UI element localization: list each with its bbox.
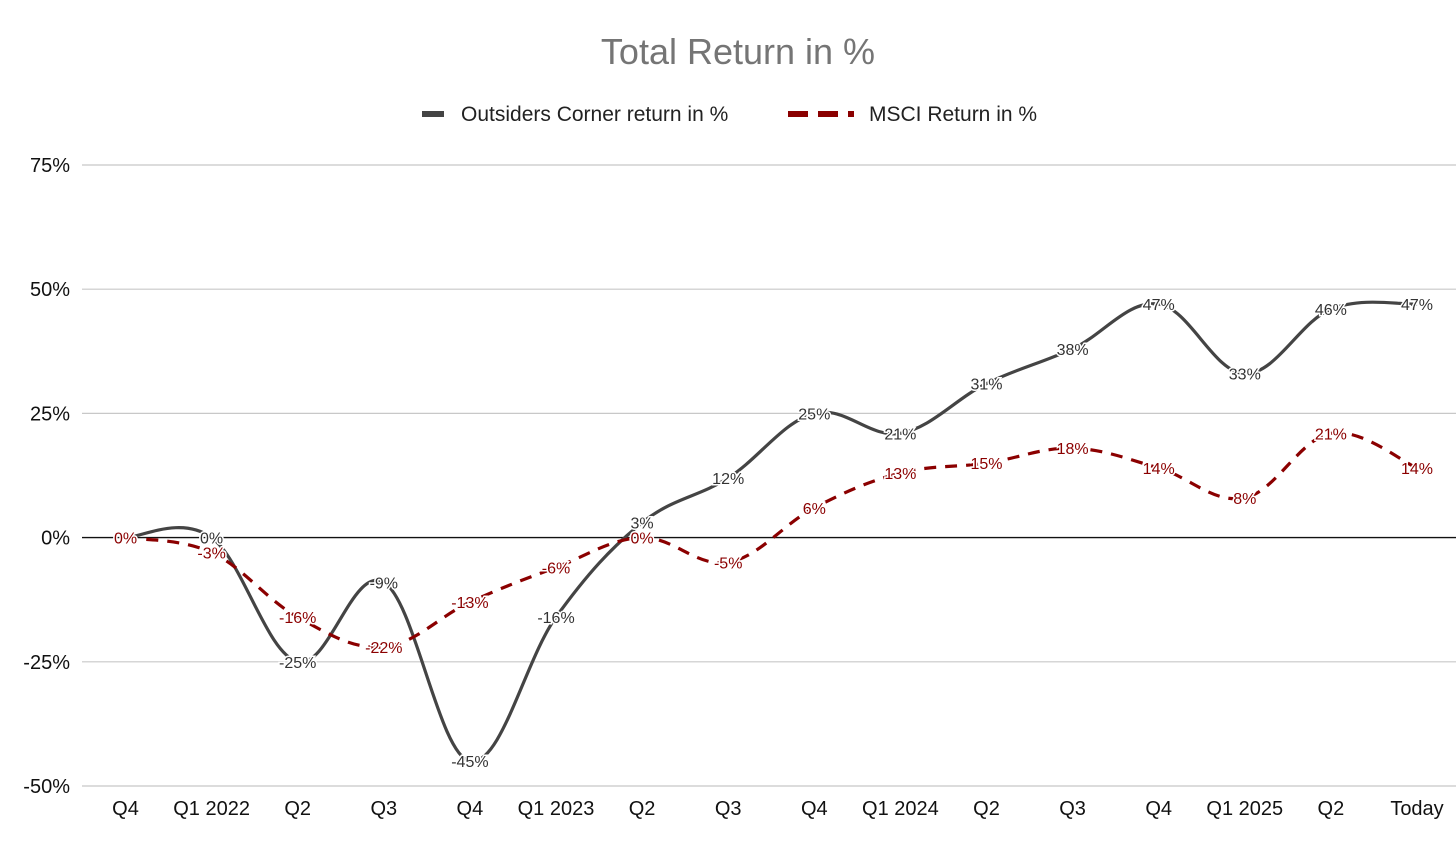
x-tick-label: Q1 2023	[518, 798, 595, 820]
data-label-outsiders: 33%	[1229, 367, 1261, 384]
y-tick-label: 50%	[30, 279, 70, 301]
data-label-outsiders: 46%	[1315, 302, 1347, 319]
x-tick-label: Q1 2022	[173, 798, 250, 820]
data-label-msci: 8%	[1233, 491, 1256, 508]
x-tick-label: Q4	[801, 798, 828, 820]
data-label-outsiders: 47%	[1401, 297, 1433, 314]
data-label-outsiders: 47%	[1143, 297, 1175, 314]
data-label-outsiders: 25%	[798, 406, 830, 423]
series-line-outsiders	[125, 300, 1418, 763]
y-tick-label: -25%	[23, 652, 70, 674]
data-label-outsiders: -16%	[537, 610, 574, 627]
x-tick-label: Q3	[715, 798, 742, 820]
legend-item-outsiders: Outsiders Corner return in %	[422, 103, 728, 126]
data-label-outsiders: 12%	[712, 471, 744, 488]
x-tick-label: Q4	[112, 798, 139, 820]
data-label-msci: -5%	[714, 555, 742, 572]
data-label-msci: 6%	[803, 501, 826, 518]
data-label-outsiders: 21%	[884, 426, 916, 443]
data-labels: 0% -25% -9% -45% -16% 3% 12% 25% 21% 31% 38% 47% 33%…	[112, 296, 1434, 773]
data-label-msci: 14%	[1143, 461, 1175, 478]
data-label-msci: 18%	[1057, 441, 1089, 458]
data-label-outsiders: -45%	[451, 754, 488, 771]
legend: Outsiders Corner return in % MSCI Return…	[422, 103, 1037, 126]
y-tick-label: -50%	[23, 776, 70, 798]
x-tick-label: Q2	[284, 798, 311, 820]
data-label-msci: 0%	[114, 531, 137, 548]
x-tick-label: Q1 2025	[1206, 798, 1283, 820]
data-label-msci: 21%	[1315, 426, 1347, 443]
y-axis-labels: 75% 50% 25% 0% -25% -50%	[23, 155, 70, 798]
data-label-outsiders: 0%	[200, 531, 223, 548]
series-lines	[125, 300, 1418, 763]
series-line-msci	[125, 431, 1418, 649]
x-tick-label: Q3	[1059, 798, 1086, 820]
gridlines	[82, 164, 1456, 787]
y-tick-label: 0%	[41, 528, 70, 550]
y-tick-label: 25%	[30, 403, 70, 425]
legend-item-msci: MSCI Return in %	[788, 103, 1037, 126]
y-tick-label: 75%	[30, 155, 70, 177]
x-tick-label: Q4	[457, 798, 484, 820]
data-label-msci: 15%	[970, 456, 1002, 473]
x-tick-label: Q4	[1145, 798, 1172, 820]
data-label-msci: -13%	[451, 595, 488, 612]
chart-title: Total Return in %	[601, 31, 875, 72]
x-tick-label: Q2	[629, 798, 656, 820]
data-label-outsiders: 38%	[1057, 342, 1089, 359]
x-tick-label: Q1 2024	[862, 798, 939, 820]
x-tick-label: Q3	[370, 798, 397, 820]
legend-label-msci: MSCI Return in %	[869, 103, 1037, 126]
data-label-msci: -3%	[197, 546, 225, 563]
data-label-outsiders: -9%	[370, 575, 398, 592]
data-label-msci: 0%	[631, 531, 654, 548]
data-label-outsiders: 3%	[631, 516, 654, 533]
x-tick-label: Q2	[973, 798, 1000, 820]
data-label-msci: -6%	[542, 560, 570, 577]
x-axis-labels: Q4 Q1 2022 Q2 Q3 Q4 Q1 2023 Q2 Q3 Q4 Q1 2024 Q2 Q3 Q…	[112, 798, 1444, 820]
data-label-msci: 13%	[884, 466, 916, 483]
x-tick-label: Q2	[1318, 798, 1345, 820]
data-label-outsiders: 31%	[970, 377, 1002, 394]
data-label-outsiders: -25%	[279, 655, 316, 672]
legend-label-outsiders: Outsiders Corner return in %	[461, 103, 728, 126]
x-tick-label: Today	[1390, 798, 1443, 820]
data-label-msci: 14%	[1401, 461, 1433, 478]
data-label-msci: -22%	[365, 640, 402, 657]
data-label-msci: -16%	[279, 610, 316, 627]
